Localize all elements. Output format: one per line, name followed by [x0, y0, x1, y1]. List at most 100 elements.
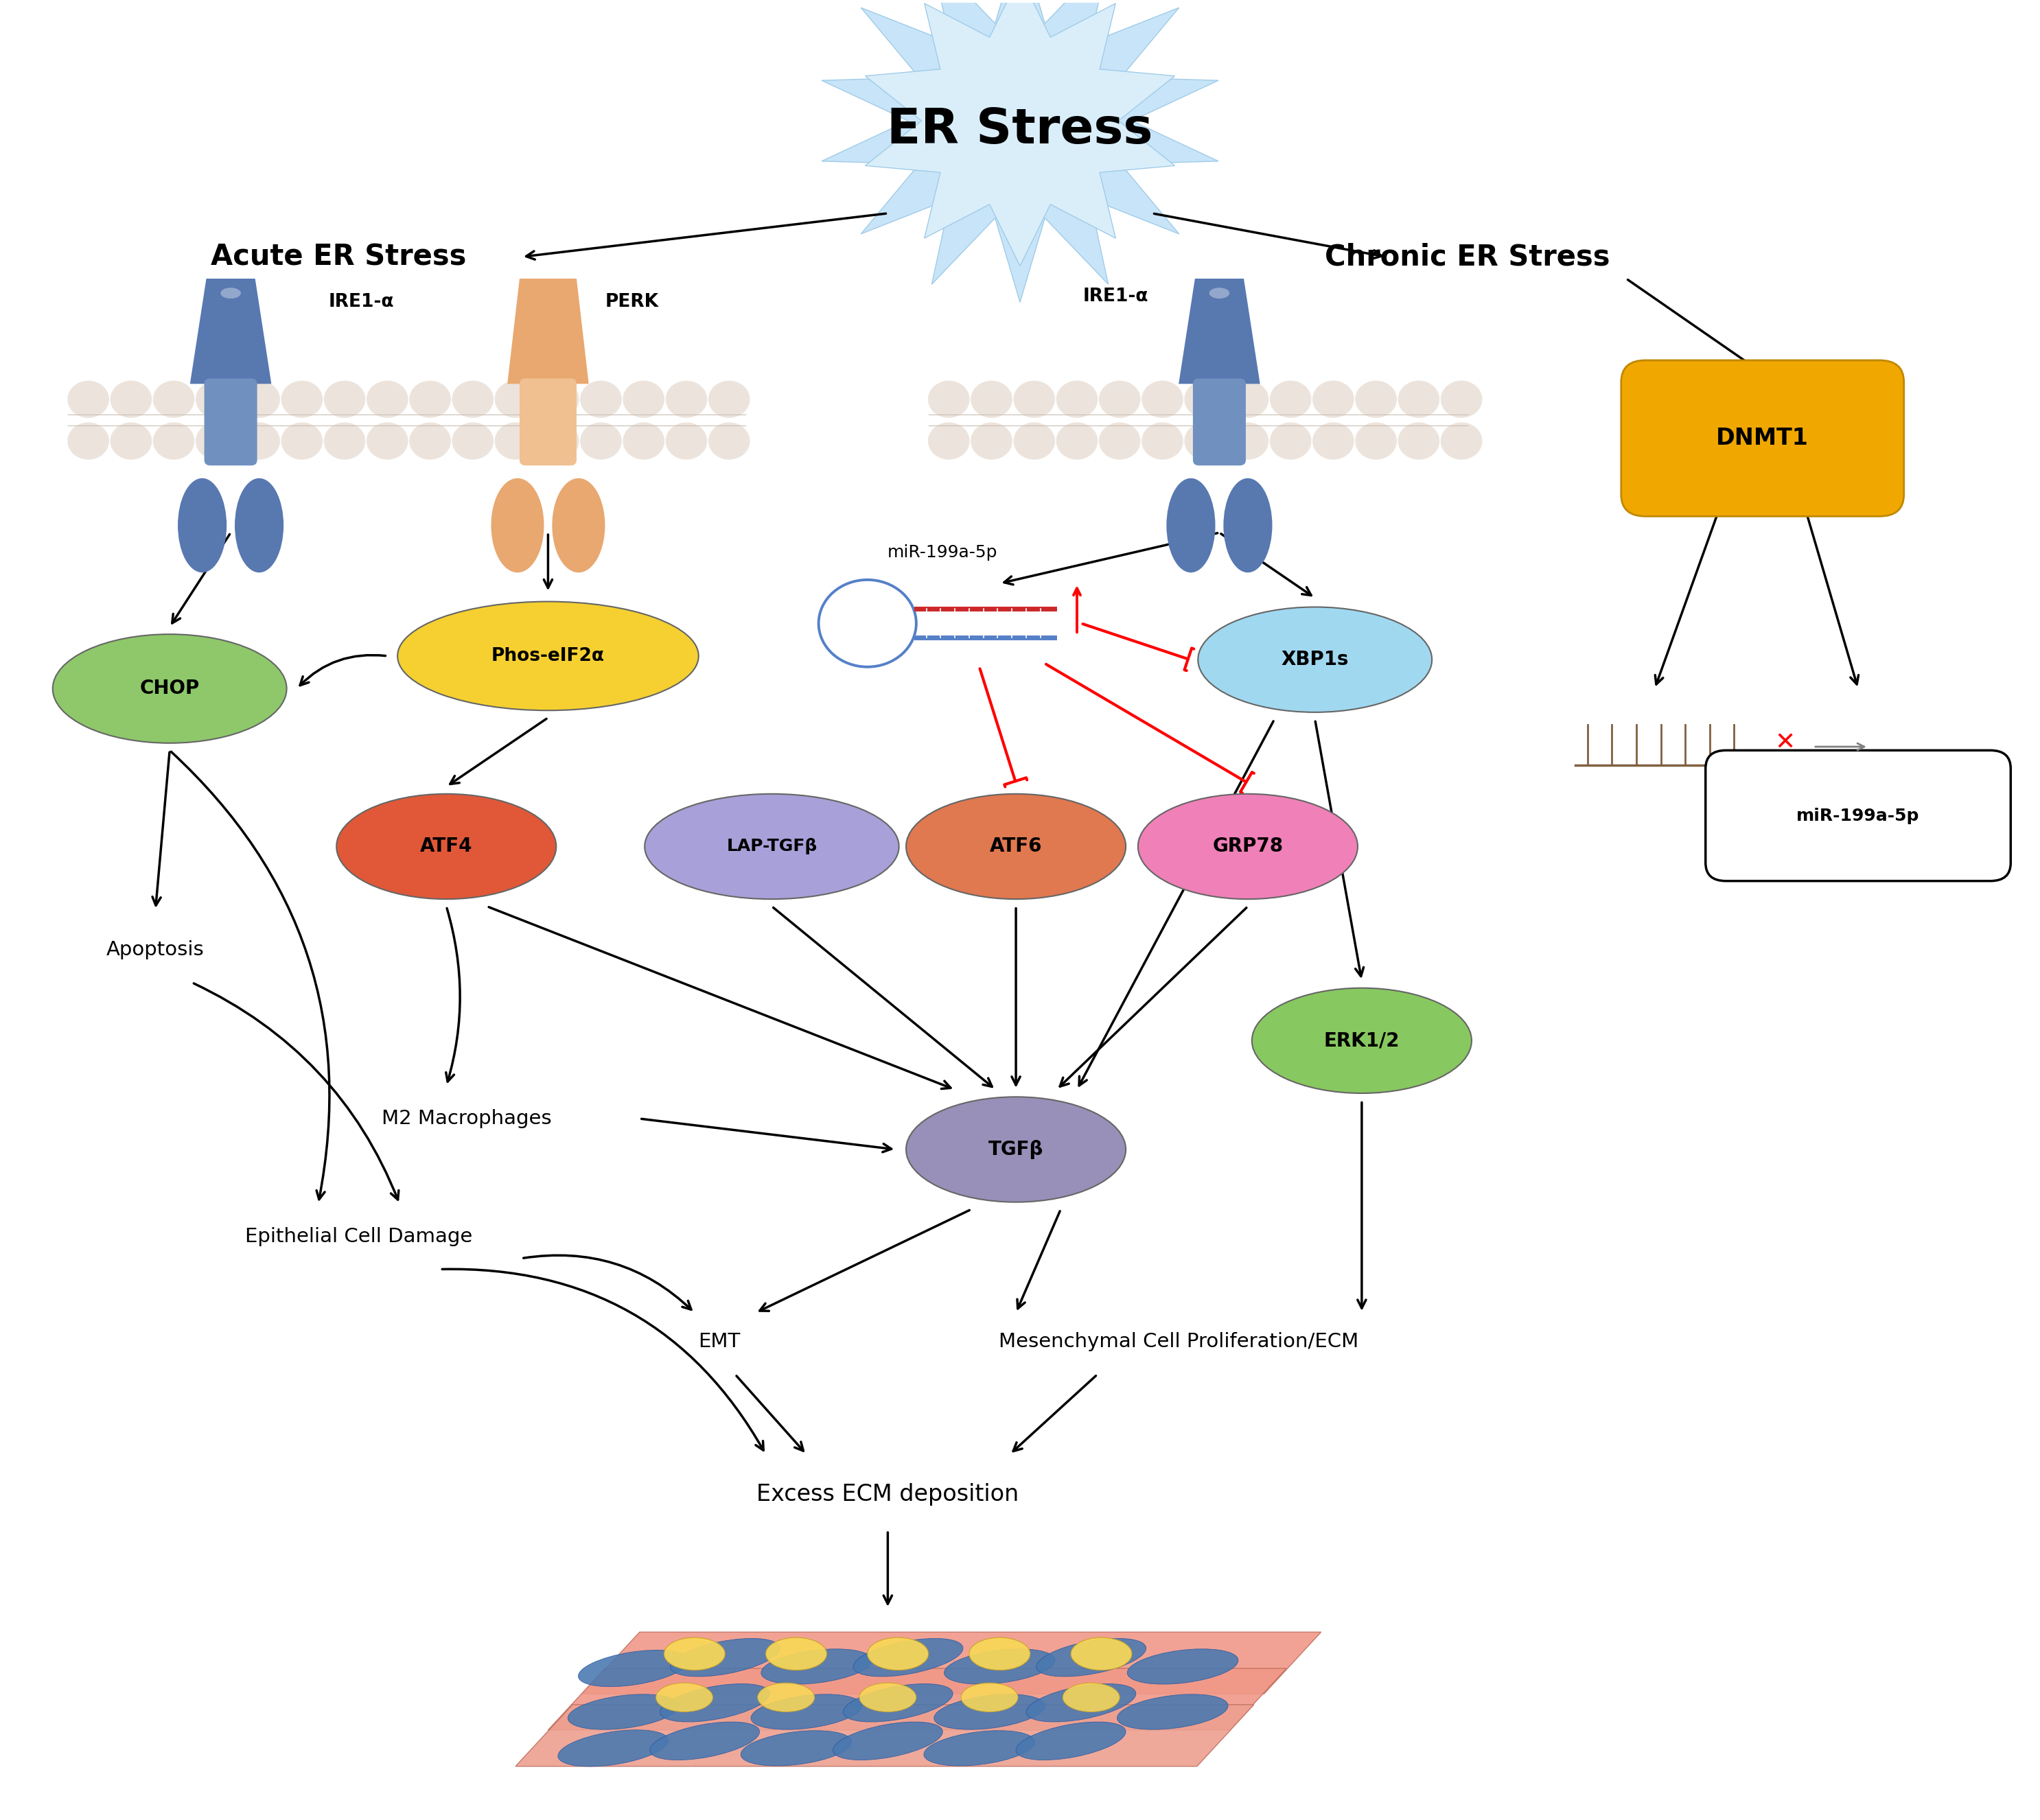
Text: M2 Macrophages: M2 Macrophages: [381, 1108, 551, 1128]
Text: Mesenchymal Cell Proliferation/ECM: Mesenchymal Cell Proliferation/ECM: [1000, 1332, 1359, 1352]
Circle shape: [665, 422, 706, 459]
Ellipse shape: [757, 1684, 814, 1713]
Circle shape: [196, 380, 237, 417]
Ellipse shape: [220, 288, 241, 298]
FancyBboxPatch shape: [916, 602, 1055, 644]
Circle shape: [453, 380, 494, 417]
Ellipse shape: [492, 479, 545, 573]
FancyBboxPatch shape: [1705, 750, 2011, 881]
Text: XBP1s: XBP1s: [1281, 650, 1348, 670]
Ellipse shape: [1128, 1649, 1238, 1684]
Ellipse shape: [934, 1694, 1044, 1729]
Circle shape: [539, 380, 579, 417]
Circle shape: [1440, 422, 1481, 459]
Circle shape: [453, 422, 494, 459]
Polygon shape: [1179, 278, 1261, 384]
Ellipse shape: [53, 633, 288, 743]
Circle shape: [1440, 380, 1481, 417]
Circle shape: [110, 380, 151, 417]
Ellipse shape: [1138, 794, 1359, 899]
Polygon shape: [508, 278, 590, 384]
Circle shape: [1271, 380, 1312, 417]
Circle shape: [1100, 422, 1140, 459]
Circle shape: [67, 380, 108, 417]
Ellipse shape: [843, 1684, 953, 1722]
Circle shape: [665, 380, 706, 417]
Circle shape: [1014, 422, 1055, 459]
Ellipse shape: [1071, 1638, 1132, 1671]
Circle shape: [1357, 422, 1395, 459]
Ellipse shape: [945, 1649, 1055, 1684]
Ellipse shape: [1197, 608, 1432, 712]
Ellipse shape: [751, 1694, 861, 1729]
Text: PERK: PERK: [606, 293, 659, 311]
Circle shape: [1314, 422, 1355, 459]
Text: Phos-eIF2α: Phos-eIF2α: [492, 648, 604, 664]
Circle shape: [1228, 380, 1269, 417]
Text: ATF4: ATF4: [420, 837, 473, 855]
Circle shape: [624, 422, 663, 459]
Text: EMT: EMT: [698, 1332, 741, 1352]
Ellipse shape: [741, 1731, 851, 1765]
Ellipse shape: [961, 1684, 1018, 1713]
Circle shape: [1357, 380, 1395, 417]
Ellipse shape: [969, 1638, 1030, 1671]
Polygon shape: [865, 0, 1175, 266]
Polygon shape: [822, 0, 1218, 302]
FancyBboxPatch shape: [1193, 379, 1246, 466]
Circle shape: [324, 422, 365, 459]
Text: Chronic ER Stress: Chronic ER Stress: [1324, 242, 1610, 271]
Circle shape: [1314, 380, 1355, 417]
Ellipse shape: [832, 1722, 942, 1760]
Polygon shape: [549, 1669, 1287, 1731]
Ellipse shape: [1118, 1694, 1228, 1729]
Ellipse shape: [1210, 288, 1230, 298]
Circle shape: [1397, 380, 1438, 417]
Ellipse shape: [924, 1731, 1034, 1765]
Circle shape: [1142, 422, 1183, 459]
Circle shape: [1057, 422, 1098, 459]
Ellipse shape: [661, 1684, 769, 1722]
Ellipse shape: [1016, 1722, 1126, 1760]
Text: ER Stress: ER Stress: [887, 106, 1153, 153]
Ellipse shape: [577, 1651, 690, 1687]
Text: ERK1/2: ERK1/2: [1324, 1030, 1399, 1050]
Circle shape: [1228, 422, 1269, 459]
Text: TGFβ: TGFβ: [987, 1139, 1044, 1159]
Ellipse shape: [761, 1649, 871, 1684]
Polygon shape: [516, 1705, 1255, 1767]
Ellipse shape: [1036, 1638, 1146, 1676]
Ellipse shape: [906, 1097, 1126, 1201]
Ellipse shape: [1167, 479, 1216, 573]
Circle shape: [971, 380, 1012, 417]
Circle shape: [581, 380, 622, 417]
Ellipse shape: [1253, 988, 1471, 1094]
Ellipse shape: [398, 602, 698, 710]
Text: GRP78: GRP78: [1212, 837, 1283, 855]
Circle shape: [67, 422, 108, 459]
Text: Apoptosis: Apoptosis: [106, 941, 204, 959]
Polygon shape: [583, 1633, 1322, 1694]
FancyBboxPatch shape: [1622, 360, 1903, 517]
Circle shape: [928, 422, 969, 459]
Circle shape: [1142, 380, 1183, 417]
Circle shape: [1100, 380, 1140, 417]
Circle shape: [1185, 380, 1226, 417]
Text: Excess ECM deposition: Excess ECM deposition: [757, 1483, 1018, 1505]
Circle shape: [367, 380, 408, 417]
Circle shape: [153, 422, 194, 459]
Circle shape: [624, 380, 663, 417]
Ellipse shape: [859, 1684, 916, 1713]
Circle shape: [153, 380, 194, 417]
Ellipse shape: [906, 794, 1126, 899]
Text: IRE1-α: IRE1-α: [1083, 288, 1149, 306]
Circle shape: [708, 380, 749, 417]
Ellipse shape: [1063, 1684, 1120, 1713]
Ellipse shape: [671, 1638, 779, 1676]
Text: LAP-TGFβ: LAP-TGFβ: [726, 839, 818, 855]
Ellipse shape: [765, 1638, 826, 1671]
FancyBboxPatch shape: [204, 379, 257, 466]
Ellipse shape: [337, 794, 557, 899]
Circle shape: [708, 422, 749, 459]
Circle shape: [282, 422, 322, 459]
